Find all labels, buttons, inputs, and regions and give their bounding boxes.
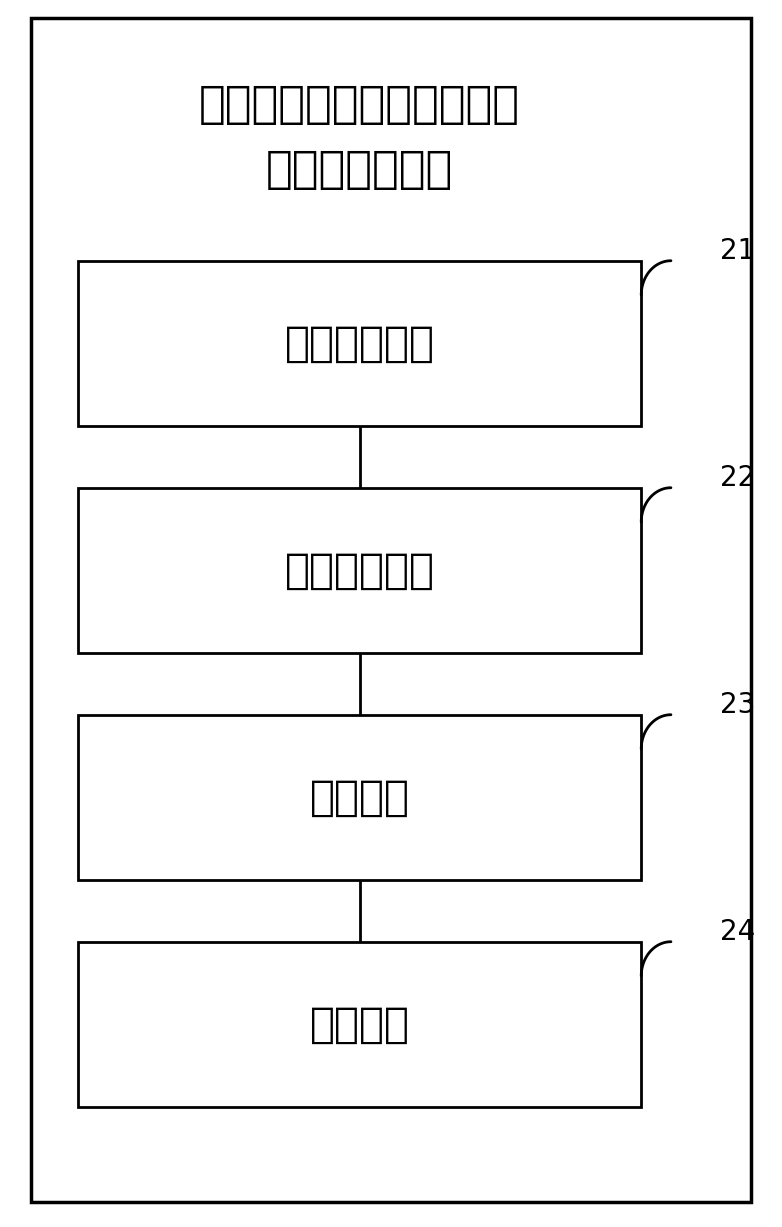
Text: 第二获取模块: 第二获取模块	[285, 550, 435, 591]
Text: 22: 22	[720, 464, 755, 492]
Text: 预测模块: 预测模块	[310, 1004, 410, 1045]
Bar	[78, 714, 641, 881]
Text: 基于太赫兹光谱的土壤铅污: 基于太赫兹光谱的土壤铅污	[199, 82, 520, 126]
Bar	[78, 942, 641, 1107]
Bar	[78, 487, 641, 653]
Bar	[78, 261, 641, 427]
Text: 21: 21	[720, 237, 755, 265]
Text: 24: 24	[720, 918, 755, 946]
Text: 第一获取模块: 第一获取模块	[285, 323, 435, 364]
Text: 选择模块: 选择模块	[310, 777, 410, 818]
Text: 23: 23	[720, 691, 755, 719]
Text: 染程度预测装置: 染程度预测装置	[266, 147, 454, 191]
